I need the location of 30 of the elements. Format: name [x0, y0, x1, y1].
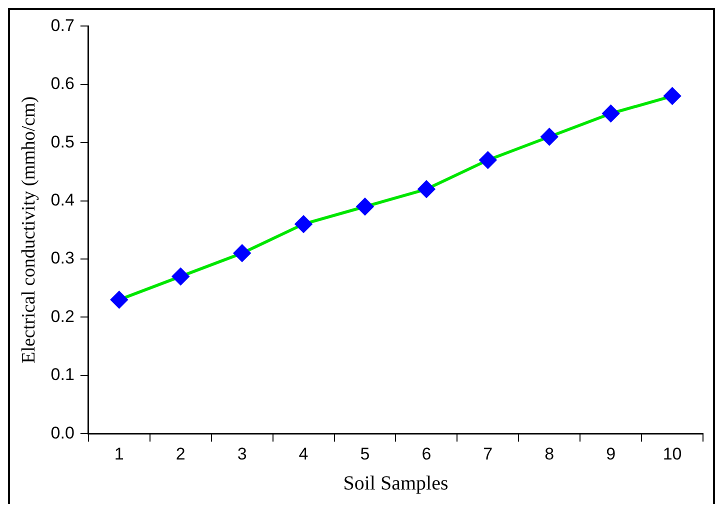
y-tick-label: 0.7	[50, 16, 74, 35]
point	[540, 128, 558, 146]
x-tick-label: 1	[114, 444, 124, 464]
x-tick-label: 9	[606, 444, 616, 464]
x-tick-label: 7	[483, 444, 493, 464]
x-axis-title: Soil Samples	[343, 472, 448, 494]
y-tick-label: 0.5	[50, 132, 74, 152]
point	[418, 180, 435, 198]
x-tick-label: 5	[360, 444, 370, 464]
y-tick-label: 0.3	[50, 248, 74, 268]
point	[602, 105, 620, 122]
point	[479, 152, 496, 169]
point	[234, 244, 251, 262]
y-tick-label: 0.4	[50, 190, 74, 210]
x-tick-label: 8	[544, 444, 554, 464]
y-tick-label: 0.0	[50, 423, 74, 442]
x-tick-label: 2	[176, 444, 186, 464]
x-tick-label: 6	[422, 444, 432, 464]
y-tick-label: 0.6	[50, 74, 74, 94]
y-tick-label: 0.1	[50, 365, 74, 384]
point	[172, 268, 190, 285]
point	[110, 291, 128, 308]
point	[295, 216, 312, 233]
x-tick-label: 10	[662, 444, 682, 464]
x-tick-label: 4	[298, 444, 308, 464]
point	[356, 198, 374, 216]
point	[664, 88, 681, 105]
y-axis-title: Electrical conductivity (mmho/cm)	[18, 96, 40, 364]
y-tick-label: 0.2	[50, 306, 74, 326]
x-tick-label: 3	[237, 444, 247, 464]
